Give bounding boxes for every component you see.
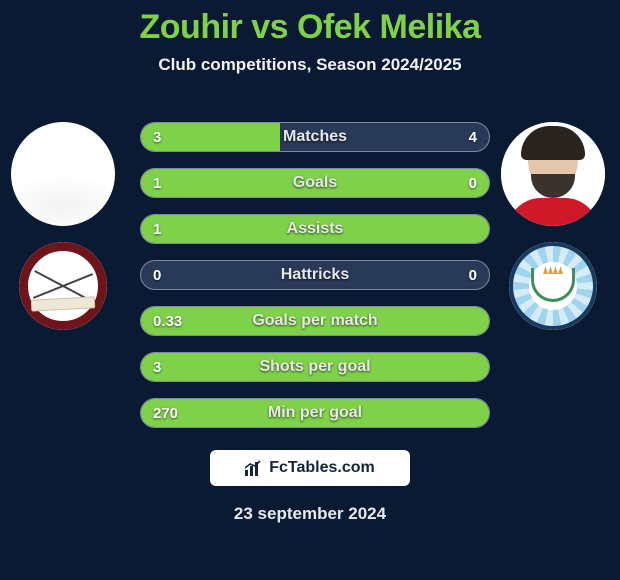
team-badge-right [509, 242, 597, 330]
stat-label: Goals per match [141, 307, 489, 335]
player-placeholder-icon [11, 122, 115, 226]
title-player-right: Ofek Melika [297, 8, 480, 46]
stat-row: 0.33Goals per match [140, 306, 490, 336]
stat-row: 3Shots per goal [140, 352, 490, 382]
badge-top-text: · · · [19, 252, 107, 259]
stat-label: Goals [141, 169, 489, 197]
title-player-left: Zouhir [140, 8, 243, 46]
stat-row: 00Hattricks [140, 260, 490, 290]
player-photo-right [501, 122, 605, 226]
brand-box: FcTables.com [210, 450, 410, 486]
subtitle: Club competitions, Season 2024/2025 [0, 55, 620, 75]
stat-label: Hattricks [141, 261, 489, 289]
stat-label: Matches [141, 123, 489, 151]
stat-row: 10Goals [140, 168, 490, 198]
player-photo-left [11, 122, 115, 226]
date-text: 23 september 2024 [0, 504, 620, 524]
stat-label: Min per goal [141, 399, 489, 427]
stats-container: 34Matches 10Goals 1Assists 00Hattricks 0.33G… [140, 122, 490, 444]
stat-row: 1Assists [140, 214, 490, 244]
stat-row: 34Matches [140, 122, 490, 152]
stat-label: Shots per goal [141, 353, 489, 381]
page-title: Zouhir vs Ofek Melika [0, 0, 620, 47]
title-vs: vs [242, 8, 297, 46]
team-badge-left: · · · [19, 242, 107, 330]
right-side-column [498, 122, 608, 330]
stat-label: Assists [141, 215, 489, 243]
stat-row: 270Min per goal [140, 398, 490, 428]
left-side-column: · · · [8, 122, 118, 330]
brand-text: FcTables.com [269, 459, 375, 477]
bar-chart-icon [245, 460, 263, 476]
